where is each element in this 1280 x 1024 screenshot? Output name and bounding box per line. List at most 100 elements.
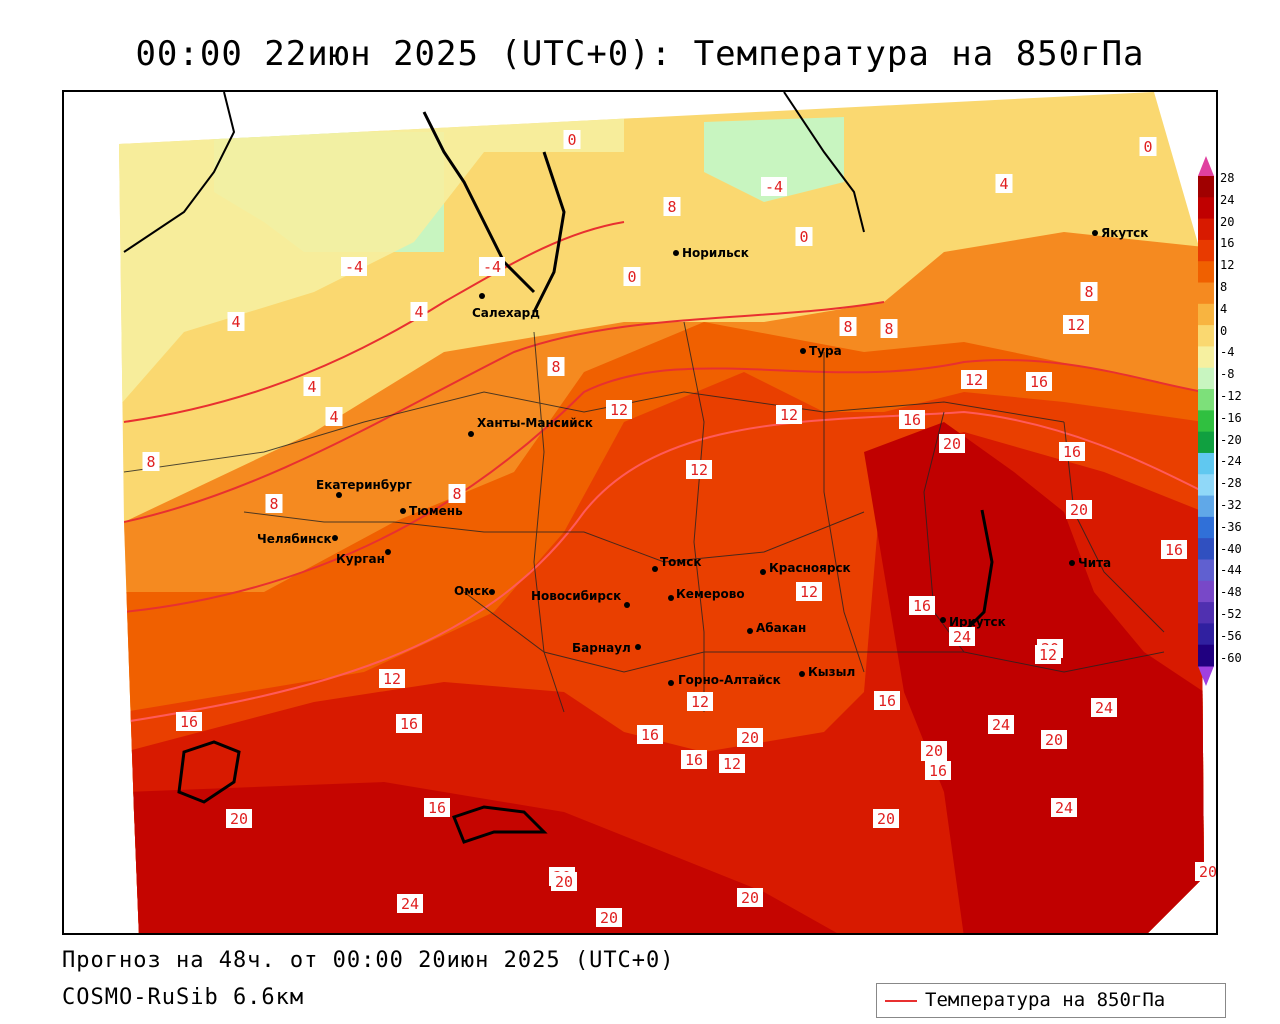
colorbar-arrow-top [1198, 156, 1214, 176]
city-label: Ханты-Мансийск [477, 416, 593, 430]
city-chita[interactable]: Чита [1069, 556, 1111, 570]
contour-value-label: 12 [1039, 646, 1057, 664]
city-tomsk[interactable]: Томск [652, 555, 702, 572]
contour-label-bg [547, 357, 565, 376]
city-irkutsk[interactable]: Иркутск [940, 615, 1006, 629]
city-yakutsk[interactable]: Якутск [1092, 226, 1148, 240]
city-novosibirsk[interactable]: Новосибирск [531, 589, 630, 608]
colorbar-tick-label: -40 [1220, 541, 1242, 556]
city-khanty-mansiysk[interactable]: Ханты-Мансийск [468, 416, 593, 437]
colorbar-tick-label: 8 [1220, 280, 1228, 294]
city-kurgan[interactable]: Курган [336, 549, 391, 566]
city-barnaul[interactable]: Барнаул [572, 641, 641, 655]
contour-value-label: 0 [1143, 138, 1152, 156]
colorbar-tick-label: 4 [1220, 301, 1228, 316]
contour-label-bg [909, 596, 935, 615]
map-area[interactable]: Норильск Якутск Салехард Тура Ханты-Манс… [62, 90, 1218, 935]
isotherm-8 [123, 301, 885, 523]
contour-value-label: 16 [400, 715, 418, 733]
contour-value-label: -4 [345, 258, 363, 276]
colorbar-segment [1198, 602, 1214, 624]
city-omsk[interactable]: Омск [454, 584, 495, 598]
colorbar-segment [1198, 389, 1214, 411]
contour-value-label: 16 [903, 411, 921, 429]
colorbar-segment [1198, 474, 1214, 497]
colorbar-segment [1198, 644, 1214, 667]
city-abakan[interactable]: Абакан [747, 621, 806, 635]
contour-value-label: 20 [943, 435, 961, 453]
contour-value-label: 20 [230, 810, 248, 828]
city-kemerovo[interactable]: Кемерово [668, 587, 745, 601]
city-krasnoyarsk[interactable]: Красноярск [760, 561, 851, 575]
colorbar [1198, 156, 1214, 686]
city-tura[interactable]: Тура [800, 344, 842, 358]
colorbar-tick-label: 20 [1220, 214, 1235, 229]
contour-label-bg [737, 728, 763, 747]
contour-label-bg [142, 452, 160, 471]
model-info: COSMO-RuSib 6.6км [62, 985, 305, 1010]
lake-baikal [962, 509, 994, 634]
contour-value-label: 0 [627, 268, 636, 286]
city-label: Кемерово [676, 587, 745, 601]
city-label: Иркутск [949, 615, 1006, 629]
contour-value-label: 24 [401, 895, 419, 913]
colorbar-segment [1198, 410, 1214, 433]
colorbar-segment [1198, 303, 1214, 326]
colorbar-segment [1198, 197, 1214, 220]
contour-label-bg [949, 627, 975, 646]
colorbar-segment [1198, 367, 1214, 390]
contour-label-bg [796, 582, 822, 601]
contour-value-label: 12 [610, 401, 628, 419]
contour-label-bg [265, 494, 283, 513]
city-label: Горно-Алтайск [678, 673, 781, 687]
isotherm-16 [123, 410, 1204, 723]
lake-balkhash [452, 805, 548, 844]
contour-value-label: 24 [1095, 699, 1113, 717]
city-salekhard[interactable]: Салехард [472, 293, 540, 320]
contour-value-label: 12 [800, 583, 818, 601]
city-norilsk[interactable]: Норильск [673, 246, 749, 260]
coastline-yamal [422, 111, 536, 294]
contour-value-label: -4 [483, 258, 501, 276]
contour-value-label: 24 [992, 716, 1010, 734]
city-kyzyl[interactable]: Кызыл [799, 665, 855, 679]
city-layer: Норильск Якутск Салехард Тура Ханты-Манс… [257, 226, 1148, 687]
city-label: Челябинск [257, 532, 332, 546]
contour-label-bg [606, 400, 632, 419]
forecast-info: Прогноз на 48ч. от 00:00 20июн 2025 (UTC… [62, 948, 675, 973]
contour-label-bg [410, 302, 428, 321]
colorbar-tick-label: -52 [1220, 607, 1242, 621]
band-south-warm [124, 782, 844, 933]
city-label: Норильск [682, 246, 749, 260]
city-label: Тура [809, 344, 842, 358]
contour-value-label: 20 [925, 742, 943, 760]
contour-label-bg [873, 809, 899, 828]
city-label: Курган [336, 552, 385, 566]
contour-value-label: 20 [877, 810, 895, 828]
colorbar-tick-label: -4 [1220, 345, 1235, 360]
colorbar-segment [1198, 282, 1214, 305]
contour-value-label: 16 [641, 726, 659, 744]
city-label: Омск [454, 584, 489, 598]
contour-value-label: 8 [884, 320, 893, 338]
city-gorno-altaysk[interactable]: Горно-Алтайск [668, 673, 781, 687]
contour-value-label: 8 [1084, 283, 1093, 301]
colorbar-segment [1198, 325, 1214, 347]
colorbar-tick-label: -12 [1220, 389, 1242, 403]
band-cold-taymyr [704, 117, 844, 202]
contour-label-bg [925, 761, 951, 780]
city-label: Тюмень [409, 504, 463, 518]
contour-value-label: 16 [1063, 443, 1081, 461]
colorbar-segment [1198, 261, 1214, 284]
contour-label-bg [1139, 137, 1157, 156]
contour-label-bg [379, 669, 405, 688]
city-chelyabinsk[interactable]: Челябинск [257, 532, 338, 546]
city-ekaterinburg[interactable]: Екатеринбург [316, 478, 412, 498]
contour-label-bg [1059, 442, 1085, 461]
colorbar-segment [1198, 623, 1214, 646]
city-tyumen[interactable]: Тюмень [400, 504, 463, 518]
contour-label-bg [1080, 282, 1098, 301]
contour-label-bg [637, 725, 663, 744]
contour-label-bg [737, 888, 763, 907]
